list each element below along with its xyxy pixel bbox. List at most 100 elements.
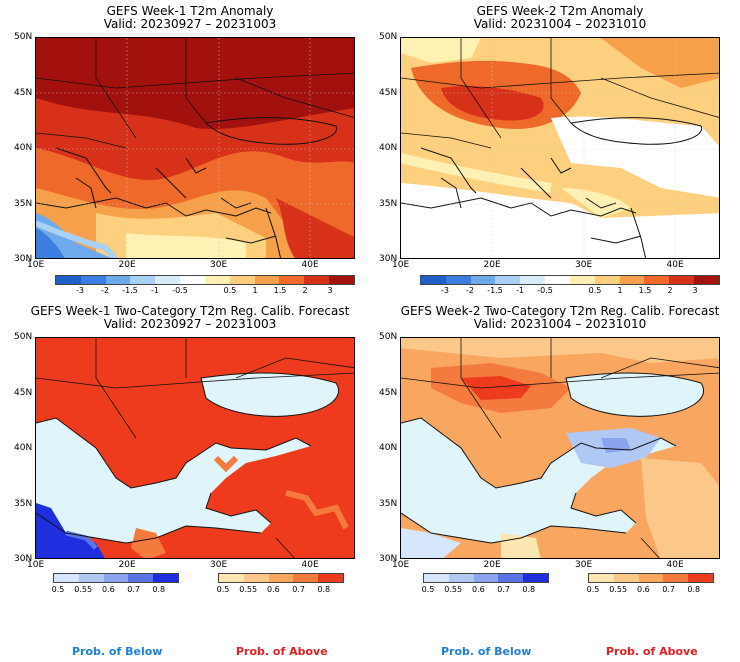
lon-label: 20E [118,260,136,270]
below-colorbar-swatch [498,574,524,582]
below-colorbar-week2 [423,573,549,583]
below-colorbar-swatch [448,574,474,582]
probability-colorbar-tick: 0.7 [292,585,305,594]
anomaly-colorbar-swatch [569,276,595,284]
panel2-title-text: GEFS Week-2 T2m Anomaly [476,4,644,18]
prob-below-label-week2: Prob. of Below [441,645,532,658]
anomaly-colorbar-tick: 3 [327,286,333,295]
anomaly-colorbar-tick: 1 [617,286,623,295]
lat-label: 50N [379,332,398,342]
lat-label: 40N [379,143,398,153]
probability-colorbar-tick: 0.6 [102,585,115,594]
anomaly-colorbar-swatch [495,276,521,284]
anomaly-colorbar-swatch [204,276,230,284]
above-colorbar-swatch [318,574,343,582]
lat-label: 30N [14,254,33,264]
above-colorbar-week2 [588,573,714,583]
panel3-title: GEFS Week-1 Two-Category T2m Reg. Calib.… [15,305,365,331]
map-week1-anomaly [35,37,355,259]
lat-label: 50N [14,332,33,342]
anomaly-colorbar-swatch [279,276,305,284]
probability-colorbar-tick: 0.8 [152,585,166,594]
anomaly-colorbar-tick: 0.5 [588,286,602,295]
lon-label: 40E [666,260,684,270]
probability-colorbar-tick: 0.6 [267,585,280,594]
panel3-title-text: GEFS Week-1 Two-Category T2m Reg. Calib.… [30,304,350,318]
lat-label: 30N [379,554,398,564]
lon-label: 40E [666,560,684,570]
lat-label: 35N [14,198,33,209]
anomaly-colorbar-tick: -1.5 [487,286,503,295]
anomaly-colorbar-swatch [421,276,446,284]
anomaly-colorbar-swatch [304,276,330,284]
anomaly-colorbar-swatch [545,276,570,284]
anomaly-colorbar-tick: 2 [302,286,308,295]
lon-label: 10E [27,560,45,570]
lat-label: 45N [14,87,33,98]
anomaly-colorbar-tick: -0.5 [172,286,188,295]
anomaly-colorbar-swatch [694,276,719,284]
below-colorbar-week1 [53,573,179,583]
lat-label: 30N [14,554,33,564]
probability-colorbar-tick: 0.6 [637,585,650,594]
lat-label: 40N [14,143,33,153]
above-colorbar-swatch [219,574,244,582]
probability-colorbar-tick: 0.8 [687,585,701,594]
probability-colorbar-tick: 0.55 [444,585,463,594]
anomaly-colorbar-tick: -3 [441,286,449,295]
map-week2-anomaly [400,37,720,259]
lon-label: 10E [392,260,410,270]
probability-colorbar-tick: 0.7 [497,585,510,594]
anomaly-colorbar-tick: 3 [692,286,698,295]
anomaly-colorbar-swatch [644,276,670,284]
probability-colorbar-tick: 0.8 [317,585,331,594]
anomaly-colorbar-tick: -1 [151,286,159,295]
lat-label: 40N [379,443,398,453]
anomaly-colorbar-tick: 1.5 [638,286,652,295]
prob-above-label-week2: Prob. of Above [606,645,698,658]
probability-colorbar-tick: 0.5 [421,585,435,594]
anomaly-colorbar-swatch [445,276,471,284]
lat-label: 30N [379,254,398,264]
anomaly-colorbar-swatch [80,276,106,284]
probability-colorbar-tick: 0.5 [51,585,65,594]
below-colorbar-swatch [153,574,178,582]
anomaly-colorbar-swatch [229,276,255,284]
lat-label: 45N [379,87,398,98]
anomaly-colorbar-swatch [155,276,181,284]
probability-colorbar-tick: 0.5 [586,585,600,594]
anomaly-colorbar-week2 [420,275,720,285]
lon-label: 30E [575,260,593,270]
map-week1-probability [35,337,355,559]
anomaly-colorbar-tick: -3 [76,286,84,295]
map-week2-probability [400,337,720,559]
probability-colorbar-tick: 0.7 [662,585,675,594]
probability-colorbar-tick: 0.5 [216,585,230,594]
lat-label: 50N [379,32,398,42]
above-colorbar-swatch [293,574,319,582]
above-colorbar-swatch [688,574,713,582]
below-colorbar-swatch [424,574,449,582]
prob-below-label-week1: Prob. of Below [72,645,163,658]
lon-label: 10E [27,260,45,270]
above-colorbar-swatch [638,574,664,582]
lat-label: 45N [14,387,33,398]
anomaly-colorbar-tick: -1 [516,286,524,295]
probability-colorbar-tick: 0.55 [239,585,258,594]
anomaly-colorbar-swatch [329,276,354,284]
anomaly-colorbar-swatch [254,276,280,284]
probability-colorbar-tick: 0.55 [609,585,628,594]
anomaly-colorbar-tick: 1.5 [273,286,287,295]
below-colorbar-swatch [128,574,154,582]
probability-colorbar-tick: 0.6 [472,585,485,594]
anomaly-colorbar-swatch [520,276,546,284]
above-colorbar-swatch [663,574,689,582]
lon-label: 20E [483,260,501,270]
panel2-valid-text: Valid: 20231004 – 20231010 [473,17,647,31]
probability-colorbar-tick: 0.8 [522,585,536,594]
lat-label: 45N [379,387,398,398]
panel3-valid-text: Valid: 20230927 – 20231003 [103,317,277,331]
lat-label: 40N [14,443,33,453]
above-colorbar-week1 [218,573,344,583]
lon-label: 20E [118,560,136,570]
